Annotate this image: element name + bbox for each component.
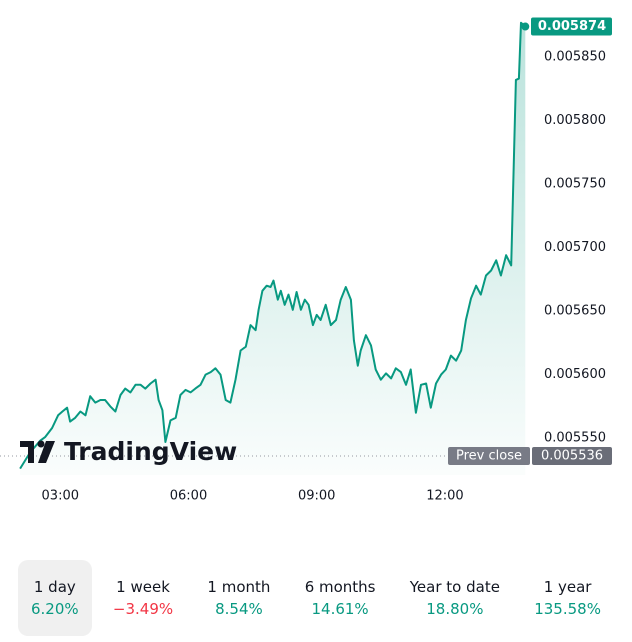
y-tick-label: 0.005800 — [544, 113, 606, 128]
period-label: 1 week — [116, 578, 170, 596]
period-bar: 1 day 6.20% 1 week −3.49% 1 month 8.54% 6 mont… — [18, 560, 614, 636]
period-label: 1 month — [207, 578, 271, 596]
last-price-label: 0.005874 — [538, 19, 606, 34]
period-label: 1 year — [543, 578, 592, 596]
logo-slash — [38, 441, 55, 463]
area-fill — [20, 22, 526, 475]
prev-close-badge — [532, 446, 612, 465]
x-tick-label: 09:00 — [298, 489, 335, 504]
period-change: 18.80% — [426, 600, 484, 618]
period-button[interactable]: 6 months 14.61% — [292, 560, 389, 636]
logo: TradingView — [20, 437, 237, 466]
period-button[interactable]: 1 week −3.49% — [100, 560, 186, 636]
price-line — [19, 21, 526, 470]
y-tick-label: 0.005850 — [544, 50, 606, 65]
x-tick-label: 06:00 — [170, 489, 207, 504]
period-button[interactable]: 1 day 6.20% — [18, 560, 92, 636]
period-label: 6 months — [304, 578, 376, 596]
period-button[interactable]: Year to date 18.80% — [397, 560, 513, 636]
prev-close-tag — [448, 446, 530, 465]
y-tick-label: 0.005750 — [544, 177, 606, 192]
period-change: 8.54% — [215, 600, 263, 618]
period-change: 6.20% — [31, 600, 79, 618]
logo-mark — [20, 441, 34, 463]
period-button[interactable]: 1 year 135.58% — [521, 560, 614, 636]
period-change: −3.49% — [112, 600, 174, 618]
y-tick-label: 0.005700 — [544, 240, 606, 255]
period-label: Year to date — [409, 578, 500, 596]
y-tick-label: 0.005600 — [544, 367, 606, 382]
y-tick-label: 0.005550 — [544, 431, 606, 446]
watermark: TradingView — [64, 437, 237, 466]
y-tick-label: 0.005650 — [544, 304, 606, 319]
last-price-badge — [531, 17, 612, 36]
x-tick-label: 03:00 — [42, 489, 79, 504]
chart: 0.005550 0.005600 0.005650 0.005700 0.005750… — [0, 17, 612, 504]
last-point — [521, 22, 530, 31]
prev-close-text: Prev close — [456, 448, 522, 463]
period-label: 1 day — [33, 578, 76, 596]
prev-close-value: 0.005536 — [541, 448, 603, 463]
period-change: 14.61% — [311, 600, 369, 618]
x-tick-label: 12:00 — [426, 489, 463, 504]
logo-dot — [37, 440, 45, 448]
period-button[interactable]: 1 month 8.54% — [194, 560, 283, 636]
period-change: 135.58% — [534, 600, 601, 618]
